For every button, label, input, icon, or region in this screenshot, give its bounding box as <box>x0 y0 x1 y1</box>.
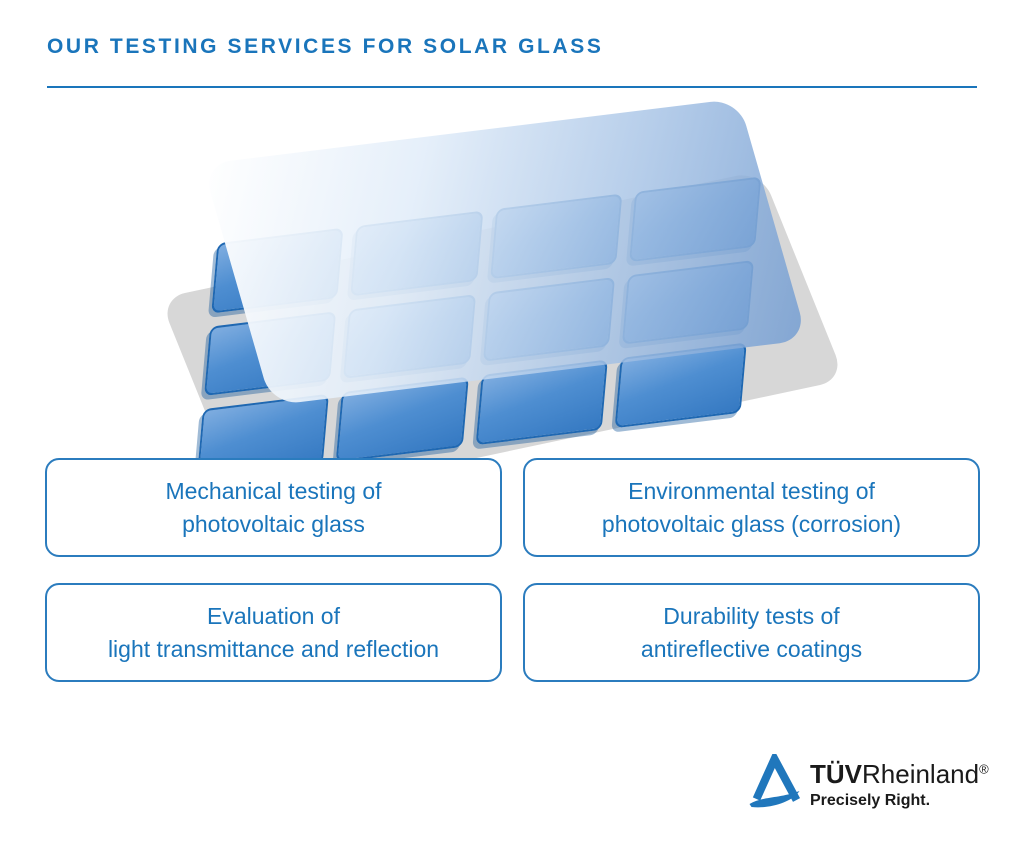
tuv-triangle-icon <box>749 754 801 808</box>
service-box-line1: Environmental testing of <box>628 477 875 504</box>
service-box-line2: photovoltaic glass <box>182 510 365 537</box>
service-box-environmental-testing: Environmental testing of photovoltaic gl… <box>523 458 980 557</box>
service-box-line2: light transmittance and reflection <box>107 635 440 662</box>
logo-text-block: TÜVRheinland® Precisely Right. <box>810 754 989 810</box>
brand-name-rheinland: Rheinland <box>862 759 980 789</box>
service-box-line1: Durability tests of <box>663 602 840 629</box>
page-title: OUR TESTING SERVICES FOR SOLAR GLASS <box>47 35 604 58</box>
service-box-durability-tests: Durability tests of antireflective coati… <box>523 583 980 682</box>
service-box-line1: Evaluation of <box>207 602 340 629</box>
brand-tagline: Precisely Right. <box>810 792 931 809</box>
service-box-light-transmittance: Evaluation of light transmittance and re… <box>45 583 502 682</box>
service-box-line2: photovoltaic glass (corrosion) <box>601 510 902 537</box>
registered-trademark-symbol: ® <box>979 761 989 777</box>
service-box-mechanical-testing: Mechanical testing of photovoltaic glass <box>45 458 502 557</box>
brand-name: TÜVRheinland® <box>810 760 989 788</box>
tuv-rheinland-logo: TÜVRheinland® Precisely Right. <box>746 754 989 812</box>
title-divider-rule <box>47 86 977 88</box>
service-box-line1: Mechanical testing of <box>165 477 382 504</box>
service-box-line2: antireflective coatings <box>640 635 863 662</box>
solar-panel-illustration <box>159 98 846 508</box>
brand-name-tuv: TÜV <box>810 759 862 789</box>
